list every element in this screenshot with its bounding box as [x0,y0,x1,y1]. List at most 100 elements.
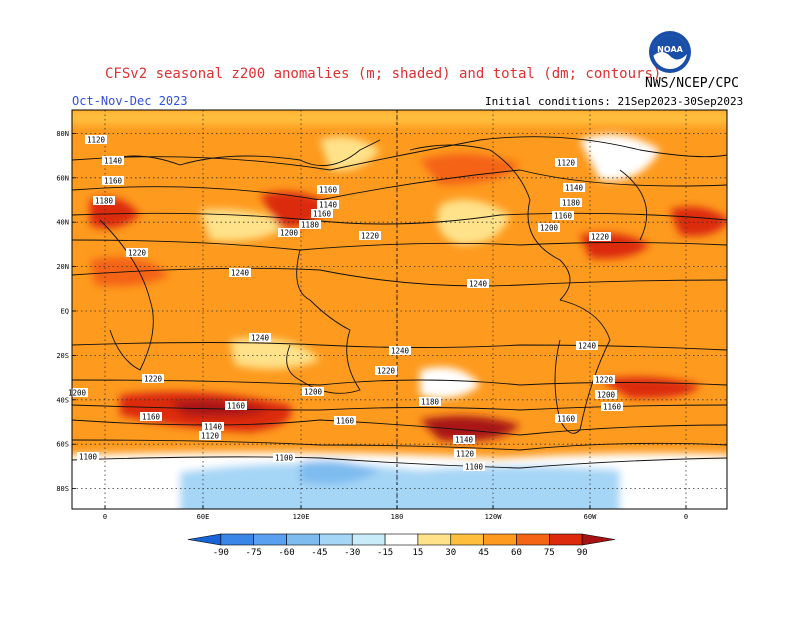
colorbar-swatch [549,533,583,546]
contour-label-text: 1240 [578,342,597,351]
contour-line [71,239,728,251]
contour-label: 1200 [278,228,300,238]
contour-label-text: 1200 [68,389,87,398]
contour-label-text: 1240 [469,280,488,289]
contour-label: 1180 [419,397,441,407]
contour-label: 1160 [601,402,623,412]
contour-label: 1240 [576,341,598,351]
colorbar-tick-label: -60 [278,548,294,558]
lat-tick-label: EQ [61,308,69,316]
contour-label-text: 1200 [304,388,323,397]
contour-label-text: 1100 [275,454,294,463]
lat-tick-label: 20N [56,263,69,271]
contour-line [71,439,728,451]
colorbar-swatch [384,533,419,546]
contour-label: 1220 [142,374,164,384]
contour-label: 1160 [334,416,356,426]
contour-line [71,267,728,287]
colorbar-tick-label: 30 [445,548,456,558]
lon-tick-label: 60E [197,513,210,521]
contour-label: 1220 [593,375,615,385]
noaa-logo-text: NOAA [657,45,683,54]
colorbar-swatch [351,533,386,546]
contour-label: 1220 [126,248,148,258]
anomaly-indian-light [230,337,320,369]
anomaly-south-lightblue [180,463,620,509]
contour-label-text: 1100 [79,453,98,462]
agency-label: NWS/NCEP/CPC [645,76,739,91]
contour-label: 1140 [453,435,475,445]
colorbar-tick-label: -90 [213,548,229,558]
lon-tick-label: 60W [584,513,597,521]
contour-label-text: 1120 [456,450,475,459]
contour-label-text: 1220 [361,232,380,241]
contour-label-text: 1160 [104,177,123,186]
contour-label: 1200 [302,387,324,397]
contour-label-text: 1180 [421,398,440,407]
lon-tick-label: 120W [485,513,503,521]
colorbar-swatch [253,533,287,546]
colorbar-tick-label: 90 [577,548,588,558]
contour-label: 1180 [93,196,115,206]
contour-label: 1100 [77,452,99,462]
contour-label-text: 1160 [319,186,338,195]
contour-label: 1240 [467,279,489,289]
contour-label: 1160 [555,414,577,424]
contour-label: 1160 [102,176,124,186]
contour-label: 1220 [359,231,381,241]
contour-label: 1120 [454,449,476,459]
anomaly-south-pacific-max [420,416,520,441]
contour-label: 1200 [538,223,560,233]
contour-label-text: 1160 [603,403,622,412]
contour-label: 1140 [563,183,585,193]
contour-label-text: 1160 [227,402,246,411]
colorbar-tick-label: -75 [246,548,262,558]
contour-label: 1120 [85,135,107,145]
lat-tick-label: 60N [56,174,69,182]
lat-tick-label: 80S [56,485,69,493]
colorbar-tick-label: 60 [511,548,522,558]
lat-tick-label: 80N [56,130,69,138]
lon-tick-label: 180 [391,513,404,521]
coastline [286,249,361,394]
anomaly-alaska-core [420,153,520,185]
contour-label-text: 1160 [142,413,161,422]
contour-label-text: 1200 [280,229,299,238]
contour-label: 1220 [589,232,611,242]
contour-line [71,169,728,201]
colorbar-tick-label: 45 [478,548,489,558]
contour-label-text: 1200 [597,391,616,400]
contour-label-text: 1140 [565,184,584,193]
colorbar-tick-label: -45 [311,548,327,558]
contour-label-text: 1140 [104,157,123,166]
contour-label-text: 1220 [144,375,163,384]
contour-label: 1140 [202,422,224,432]
contour-label: 1220 [375,366,397,376]
contour-label: 1240 [389,346,411,356]
colorbar-swatch [286,533,320,546]
contour-label-text: 1200 [540,224,559,233]
contour-label: 1160 [225,401,247,411]
contour-label: 1240 [229,268,251,278]
anomaly-south-blue [300,460,380,485]
colorbar-tick-label: -15 [377,548,393,558]
anomaly-europe-core-east [670,206,727,236]
contour-label-text: 1140 [455,436,474,445]
colorbar-tick-label: 75 [544,548,555,558]
contour-label-text: 1180 [562,199,581,208]
colorbar-swatch [483,533,517,546]
contour-label-text: 1240 [251,334,270,343]
lat-tick-label: 40N [56,219,69,227]
contour-line [71,342,728,351]
contour-label-text: 1120 [87,136,106,145]
lat-tick-label: 40S [56,396,69,404]
contour-label: 1160 [552,211,574,221]
anomaly-canada-white [580,134,660,181]
lon-tick-label: 0 [103,513,107,521]
coastline [409,144,571,301]
contour-label: 1200 [66,388,88,398]
lon-tick-label: 0 [684,513,688,521]
coastline [619,169,648,241]
lat-tick-label: 60S [56,441,69,449]
